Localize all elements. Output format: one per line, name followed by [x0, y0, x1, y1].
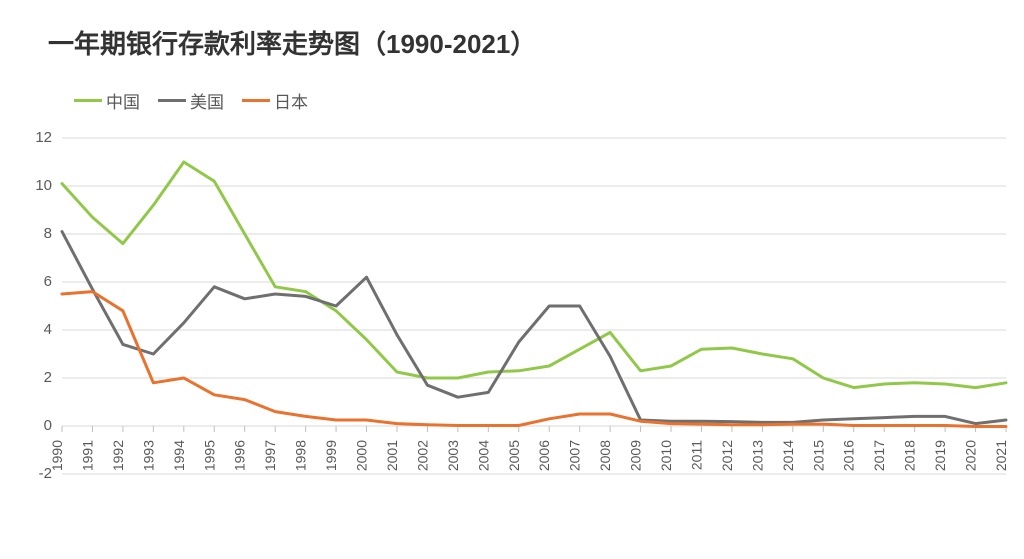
svg-text:0: 0 [44, 417, 52, 434]
legend-label: 美国 [190, 88, 224, 113]
chart-title: 一年期银行存款利率走势图（1990-2021） [48, 24, 536, 61]
svg-text:2009: 2009 [628, 440, 644, 471]
legend-swatch [158, 99, 186, 102]
svg-text:2000: 2000 [354, 440, 370, 471]
svg-text:2001: 2001 [384, 440, 400, 471]
legend-label: 中国 [106, 88, 140, 113]
svg-text:2005: 2005 [506, 440, 522, 471]
svg-text:2013: 2013 [749, 440, 765, 471]
svg-text:1996: 1996 [232, 440, 248, 471]
legend: 中国 美国 日本 [74, 88, 308, 113]
svg-text:1993: 1993 [140, 440, 156, 471]
svg-text:2006: 2006 [536, 440, 552, 471]
svg-text:2018: 2018 [902, 440, 918, 471]
svg-text:2019: 2019 [932, 440, 948, 471]
svg-text:1991: 1991 [79, 440, 95, 471]
svg-text:1998: 1998 [293, 440, 309, 471]
svg-text:2010: 2010 [658, 440, 674, 471]
svg-text:2011: 2011 [688, 440, 704, 470]
svg-text:2016: 2016 [841, 440, 857, 471]
svg-text:2014: 2014 [780, 440, 796, 471]
svg-text:4: 4 [44, 321, 52, 338]
svg-text:1995: 1995 [201, 440, 217, 471]
svg-text:2007: 2007 [567, 440, 583, 471]
svg-text:2012: 2012 [719, 440, 735, 471]
svg-text:2003: 2003 [445, 440, 461, 471]
svg-text:1992: 1992 [110, 440, 126, 471]
svg-text:2015: 2015 [810, 440, 826, 471]
legend-swatch [74, 99, 102, 102]
svg-text:1994: 1994 [171, 440, 187, 471]
legend-item: 美国 [158, 88, 224, 113]
svg-text:2004: 2004 [475, 440, 491, 471]
legend-swatch [242, 99, 270, 102]
legend-item: 中国 [74, 88, 140, 113]
legend-label: 日本 [274, 88, 308, 113]
svg-text:12: 12 [35, 129, 52, 146]
legend-item: 日本 [242, 88, 308, 113]
svg-text:2020: 2020 [963, 440, 979, 471]
line-chart: -202468101219901991199219931994199519961… [0, 126, 1024, 556]
svg-text:8: 8 [44, 225, 52, 242]
svg-text:1999: 1999 [323, 440, 339, 471]
svg-text:1990: 1990 [49, 440, 65, 471]
svg-text:1997: 1997 [262, 440, 278, 471]
series-line [62, 162, 1006, 388]
svg-text:2008: 2008 [597, 440, 613, 471]
svg-text:2002: 2002 [414, 440, 430, 471]
chart-container: 一年期银行存款利率走势图（1990-2021） 中国美国日本 -20246810… [0, 0, 1024, 559]
svg-text:2021: 2021 [993, 440, 1009, 471]
svg-text:6: 6 [44, 273, 52, 290]
series-line [62, 292, 1006, 427]
svg-text:2: 2 [44, 369, 52, 386]
svg-text:10: 10 [35, 177, 52, 194]
svg-text:2017: 2017 [871, 440, 887, 471]
series-line [62, 232, 1006, 424]
